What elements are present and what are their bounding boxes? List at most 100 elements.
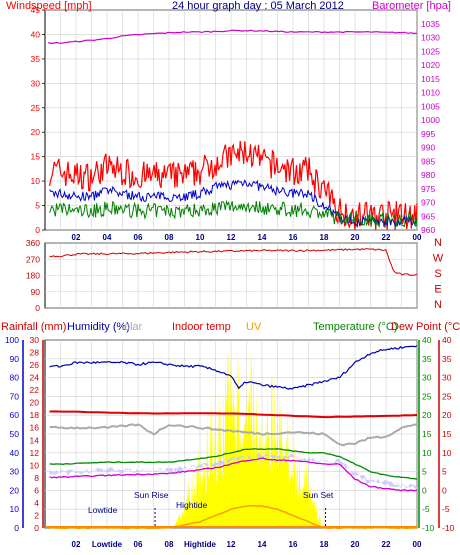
panel1-x-tick: 20 — [351, 233, 360, 242]
windspeed-max-line — [49, 140, 418, 230]
baro-axis-tick: 1030 — [421, 33, 440, 43]
baro-axis-tick: 970 — [421, 198, 435, 208]
dewpoint-axis-tick: 35 — [442, 354, 452, 364]
compass-label: S — [434, 268, 441, 280]
baro-axis-tick: 975 — [421, 184, 435, 194]
direction-axis-tick: 270 — [26, 254, 40, 264]
rain-axis-tick: 24 — [30, 373, 40, 383]
dewpoint-axis-tick: 25 — [442, 391, 452, 401]
dewpoint-label: Dew Point (°C) — [391, 321, 460, 333]
baro-axis-tick: 995 — [421, 129, 435, 139]
baro-axis-tick: 1015 — [421, 74, 440, 84]
direction-axis-tick: 90 — [31, 287, 41, 297]
wind-axis-tick: 15 — [31, 152, 41, 162]
panel1-x-tick: 14 — [258, 233, 267, 242]
rain-axis-tick: 12 — [30, 448, 40, 458]
panel3-x-tick: 02 — [72, 540, 81, 549]
solar-line — [49, 423, 418, 447]
baro-axis-tick: 980 — [421, 170, 435, 180]
temperature-axis-tick: 15 — [422, 429, 432, 439]
panel1-x-tick: 22 — [382, 233, 391, 242]
panel3-series — [45, 345, 418, 530]
panel3-x-tick: 06 — [134, 540, 143, 549]
hightide-annotation: Hightide — [176, 500, 207, 510]
temperature-axis-tick: 0 — [422, 485, 427, 495]
rainfall-label: Rainfall (mm) — [1, 321, 66, 333]
panel1-x-tick: 04 — [103, 233, 112, 242]
rain-axis-tick: 8 — [34, 473, 39, 483]
rain-axis-tick: 2 — [34, 510, 39, 520]
panel3-x-tick: 18 — [320, 540, 329, 549]
rain-axis-tick: 26 — [30, 360, 40, 370]
sunshine-area — [173, 352, 324, 528]
dewpoint-axis-tick: 5 — [442, 467, 447, 477]
humidity-label: Humidity (%) — [67, 321, 130, 333]
wind-axis-tick: 25 — [31, 103, 41, 113]
compass-label: E — [434, 284, 441, 296]
panel2-left-ticks: 0 90 180 270 360 — [26, 238, 40, 313]
wind-axis-tick: 0 — [35, 225, 40, 235]
compass-label: N — [434, 237, 442, 249]
rain-axis-tick: 22 — [30, 385, 40, 395]
panel2-series — [49, 248, 418, 276]
lowtide-annotation: Lowtide — [88, 505, 118, 515]
panel1-left-ticks: 0 5 10 15 20 25 30 35 40 45 — [31, 5, 45, 235]
dewpoint-axis-tick: -10 — [442, 523, 455, 533]
wind-axis-tick: 30 — [31, 78, 41, 88]
rain-axis-tick: 6 — [34, 485, 39, 495]
temperature-axis-tick: 5 — [422, 467, 427, 477]
panel1-right-ticks: 960 965 970 975 980 985 990 995 1000 1005 1010 1015… — [421, 19, 440, 235]
panel3-x-tick: 14 — [258, 540, 267, 549]
dewpoint-axis-tick: 30 — [442, 373, 452, 383]
panel3-x-tick: 12 — [227, 540, 236, 549]
barometer-line — [47, 29, 418, 45]
humidity-axis-tick: 30 — [10, 467, 20, 477]
panel1-x-tick: 18 — [320, 233, 329, 242]
panel3-x-tick: 08 — [165, 540, 174, 549]
direction-axis-tick: 360 — [26, 238, 40, 248]
humidity-axis-tick: 50 — [10, 429, 20, 439]
baro-axis-tick: 1005 — [421, 101, 440, 111]
windspeed-label: Windspeed [mph] — [6, 0, 92, 12]
temperature-band-area — [49, 452, 417, 490]
rain-axis-tick: 16 — [30, 423, 40, 433]
wind-axis-tick: 35 — [31, 54, 41, 64]
panel3-x-tick: Hightide — [184, 540, 217, 549]
direction-axis-tick: 0 — [35, 303, 40, 313]
baro-axis-tick: 1025 — [421, 46, 440, 56]
panel1-x-ticks: 02 04 06 08 10 12 14 16 18 20 22 00 — [72, 233, 422, 242]
temperature-axis-tick: 35 — [422, 354, 432, 364]
dewpoint-axis-tick: 40 — [442, 335, 452, 345]
panel1-x-tick: 08 — [165, 233, 174, 242]
temperature-axis-tick: 30 — [422, 373, 432, 383]
panel3-x-tick: 22 — [382, 540, 391, 549]
baro-axis-tick: 990 — [421, 143, 435, 153]
rain-axis-tick: 20 — [30, 398, 40, 408]
uv-label: UV — [246, 321, 262, 333]
baro-axis-tick: 1000 — [421, 115, 440, 125]
panel1-x-tick: 00 — [413, 233, 422, 242]
humidity-line — [49, 345, 418, 390]
dewpoint-axis-tick: 20 — [442, 410, 452, 420]
panel1-series — [47, 29, 418, 230]
wind-axis-tick: 5 — [35, 201, 40, 211]
rain-axis-tick: 18 — [30, 410, 40, 420]
direction-axis-tick: 180 — [26, 271, 40, 281]
humidity-axis-tick: 100 — [5, 335, 19, 345]
dewpoint-axis-tick: -5 — [442, 504, 450, 514]
rain-axis-tick: 10 — [30, 460, 40, 470]
wind-axis-tick: 10 — [31, 176, 41, 186]
panel1-x-tick: 02 — [72, 233, 81, 242]
chart-title: 24 hour graph day : 05 March 2012 — [172, 0, 344, 12]
panel3-x-tick: 20 — [351, 540, 360, 549]
rain-axis-tick: 14 — [30, 435, 40, 445]
sunrise-annotation: Sun Rise — [134, 490, 169, 500]
rain-axis-tick: 28 — [30, 348, 40, 358]
temperature-axis-tick: 20 — [422, 410, 432, 420]
compass-label: N — [434, 299, 442, 311]
humidity-axis-tick: 80 — [10, 373, 20, 383]
windspeed-avg-line — [49, 179, 418, 228]
temperature-axis-tick: 10 — [422, 448, 432, 458]
